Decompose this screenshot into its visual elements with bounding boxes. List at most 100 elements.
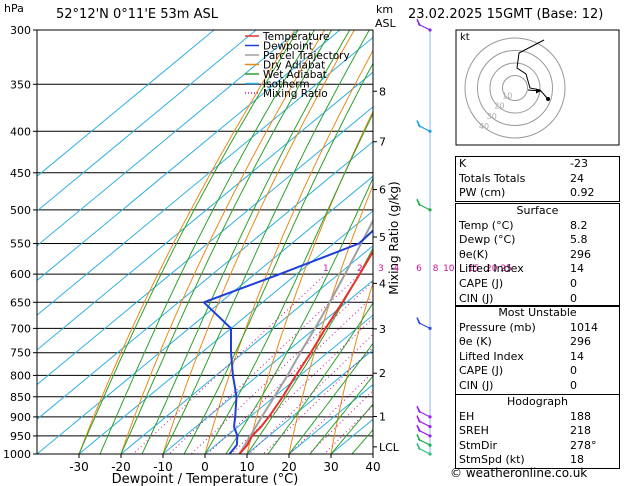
temperature-tick-label: -20 — [111, 460, 131, 474]
index-row-totals: Totals Totals 24 — [456, 172, 619, 187]
wind-barb — [416, 433, 431, 446]
surface-label: Dewp (°C) — [459, 233, 516, 247]
index-value: 0.92 — [570, 186, 595, 200]
legend-entry: Wet Adiabat — [263, 69, 327, 81]
wind-barb — [416, 120, 431, 132]
hodograph-ring-label: 40 — [479, 122, 489, 131]
hodograph-label: EH — [459, 409, 475, 423]
wet-adiabat-line — [267, 301, 373, 454]
pressure-tick-label: 300 — [10, 24, 31, 37]
datetime-title: 23.02.2025 15GMT (Base: 12) — [408, 7, 604, 22]
wet-adiabat-line — [183, 62, 373, 454]
hodograph-label: StmSpd (kt) — [459, 453, 525, 467]
wet-adiabat-line — [309, 375, 373, 454]
hodograph-value: 188 — [570, 409, 591, 423]
hodograph-storm-arrow — [536, 88, 541, 94]
most-unstable-label: CAPE (J) — [459, 364, 504, 378]
index-row-pw: PW (cm) 0.92 — [456, 186, 619, 201]
parcel-trajectory-line — [238, 218, 373, 454]
hpa-label: hPa — [4, 2, 24, 15]
isotherm-line — [78, 210, 373, 454]
hodograph-row: StmDir 278° — [456, 439, 619, 454]
most-unstable-label: θe (K) — [459, 335, 492, 349]
isotherm-line — [37, 30, 299, 247]
isotherm-line — [246, 349, 373, 454]
hodograph-ring-label: 10 — [502, 91, 512, 100]
wind-barb — [416, 424, 431, 437]
wind-barb-dot — [428, 443, 432, 447]
hodograph-ring-label: 30 — [487, 112, 497, 121]
dewpoint-line — [202, 229, 373, 454]
legend-entry: Parcel Trajectory — [263, 50, 350, 62]
index-value: -23 — [570, 157, 588, 170]
index-label: PW (cm) — [459, 186, 506, 200]
most-unstable-label: CIN (J) — [459, 378, 494, 392]
hodograph-label: StmDir — [459, 438, 498, 452]
isotherm-line — [162, 279, 373, 454]
km-tick-label: 8 — [379, 85, 386, 98]
hodograph-kt-label: kt — [460, 32, 470, 43]
surface-value: 296 — [570, 247, 591, 261]
km-tick-label: 5 — [379, 231, 386, 244]
wind-barb — [416, 442, 431, 455]
surface-row: Dewp (°C) 5.8 — [456, 233, 619, 248]
temperature-tick-label: 20 — [281, 460, 296, 474]
mixing-ratio-label: 15 — [468, 264, 479, 274]
isotherm-line — [37, 71, 373, 351]
mixing-ratio-line — [289, 371, 373, 454]
surface-title: Surface — [516, 204, 559, 217]
isotherm-line — [37, 140, 373, 420]
surface-label: Lifted Index — [459, 262, 524, 276]
most-unstable-value: 296 — [570, 335, 591, 349]
hodograph-row: EH 188 — [456, 410, 619, 425]
wind-barb — [416, 415, 431, 428]
hodograph-label: SREH — [459, 424, 489, 438]
wind-barb-dot — [428, 434, 432, 438]
hodograph-row: StmSpd (kt) 18 — [456, 453, 619, 468]
pressure-tick-label: 800 — [10, 369, 31, 382]
wet-adiabat-line — [141, 30, 351, 454]
hodograph-ring — [489, 62, 541, 114]
wet-adiabat-line — [330, 403, 373, 454]
surface-label: θe(K) — [459, 247, 489, 261]
mixing-ratio-label: 3 — [378, 264, 384, 274]
surface-row: θe(K) 296 — [456, 248, 619, 263]
surface-value: 8.2 — [570, 218, 588, 232]
wind-barb — [416, 317, 431, 329]
most-unstable-label: Pressure (mb) — [459, 320, 536, 334]
pressure-tick-label: 350 — [10, 78, 31, 91]
legend-entry: Isotherm — [263, 79, 310, 91]
km-tick-label: 6 — [379, 184, 386, 197]
legend-entry: Dry Adiabat — [263, 60, 325, 72]
most-unstable-row: Pressure (mb) 1014 — [456, 321, 619, 336]
isotherm-line — [37, 36, 373, 316]
mixing-ratio-label: 2 — [357, 264, 363, 274]
wet-adiabat-line — [120, 30, 333, 454]
most-unstable-title: Most Unstable — [498, 306, 577, 319]
temperature-tick-label: 40 — [365, 460, 380, 474]
asl-label: ASL — [375, 17, 396, 30]
surface-value: 14 — [570, 262, 584, 276]
most-unstable-label: Lifted Index — [459, 349, 524, 363]
pressure-tick-label: 650 — [10, 296, 31, 309]
isotherm-line — [120, 245, 373, 454]
wind-barb — [416, 18, 431, 31]
wind-barb-dot — [428, 129, 432, 133]
indices-table: K -23 Totals Totals 24 PW (cm) 0.92 — [455, 156, 620, 202]
surface-row: Temp (°C) 8.2 — [456, 219, 619, 234]
dry-adiabat-line — [204, 49, 373, 454]
mixing-ratio-label: 10 — [443, 264, 455, 274]
wind-barb-dot — [428, 208, 432, 212]
isotherm-line — [37, 30, 215, 177]
mixing-ratio-line — [132, 273, 327, 454]
hodograph-value: 218 — [570, 424, 591, 438]
mixing-ratio-line — [231, 317, 373, 454]
km-tick-label: 2 — [379, 367, 386, 380]
legend-entry: Dewpoint — [263, 41, 313, 53]
temperature-tick-label: -10 — [153, 460, 173, 474]
hodograph-ring — [464, 37, 566, 139]
most-unstable-row: CAPE (J) 0 — [456, 364, 619, 379]
pressure-tick-label: 850 — [10, 391, 31, 404]
most-unstable-row: θe (K) 296 — [456, 335, 619, 350]
